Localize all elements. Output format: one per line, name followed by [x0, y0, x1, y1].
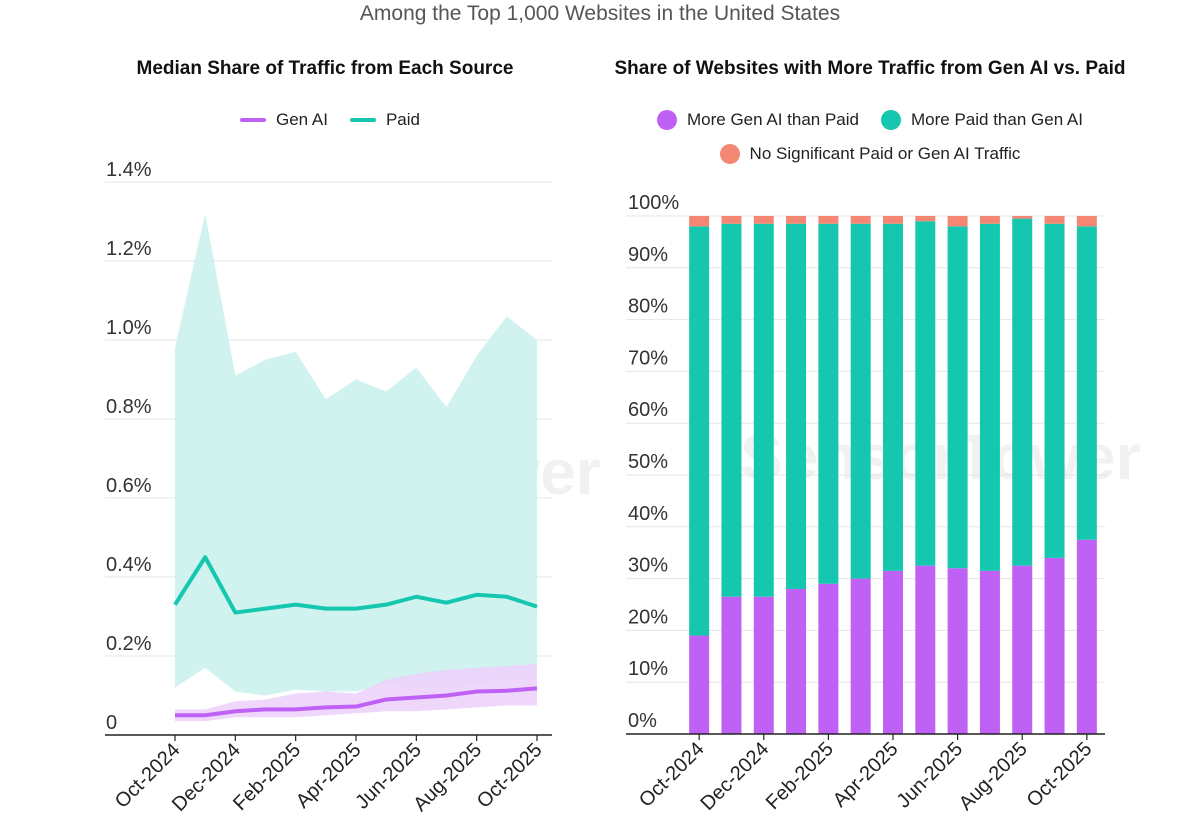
bar-segment-more-gen-ai: [883, 570, 903, 734]
bar-segment-more-gen-ai: [818, 583, 839, 734]
legend-item-gen-ai: Gen AI: [239, 110, 328, 130]
x-tick-label: Dec-2024: [696, 738, 773, 815]
y-tick-label: 0.8%: [106, 396, 152, 418]
bar-segment-more-paid: [850, 223, 871, 579]
legend-item-no-significant: No Significant Paid or Gen AI Traffic: [719, 144, 1021, 164]
bar-segment-no-significant: [915, 216, 936, 222]
more-paid-swatch: [881, 110, 901, 130]
x-tick-label: Oct-2025: [1023, 738, 1097, 812]
bar-segment-no-significant: [689, 216, 710, 227]
x-tick-label: Aug-2025: [955, 738, 1032, 815]
bar-segment-more-gen-ai: [850, 578, 871, 734]
gen-ai-swatch: [239, 118, 266, 122]
legend-label-more-paid: More Paid than Gen AI: [911, 110, 1083, 129]
legend-label-more-gen-ai: More Gen AI than Paid: [687, 110, 859, 129]
line-chart-title: Median Share of Traffic from Each Source: [136, 58, 514, 79]
bar-segment-more-paid: [689, 226, 710, 636]
bar-segment-more-gen-ai: [979, 570, 1000, 734]
bar-segment-no-significant: [850, 216, 871, 224]
y-tick-label: 30%: [628, 555, 668, 577]
bar-segment-more-paid: [1044, 223, 1065, 558]
legend-label-gen-ai: Gen AI: [275, 110, 328, 129]
bar-segment-no-significant: [818, 216, 839, 224]
bar-segment-more-gen-ai: [721, 596, 742, 734]
line-chart-legend: Gen AI Paid: [130, 110, 530, 130]
y-tick-label: 10%: [628, 658, 668, 680]
y-tick-label: 0.4%: [106, 554, 152, 576]
bar-chart-legend: More Gen AI than Paid More Paid than Gen…: [620, 110, 1120, 130]
y-tick-label: 50%: [628, 451, 668, 473]
bar-segment-more-paid: [818, 223, 839, 584]
legend-item-more-paid: More Paid than Gen AI: [881, 110, 1083, 130]
paid-swatch: [349, 118, 376, 122]
bar-segment-more-paid: [721, 223, 742, 597]
page-subtitle: Among the Top 1,000 Websites in the Unit…: [359, 2, 841, 25]
bar-chart-legend-row2: No Significant Paid or Gen AI Traffic: [620, 144, 1120, 164]
legend-item-paid: Paid: [349, 110, 420, 130]
bar-segment-no-significant: [1012, 216, 1033, 219]
bar-chart: 0% 10% 20% 30% 40% 50% 60% 70% 80% 90% 100% Oct-202…: [626, 192, 1105, 815]
bar-chart-title: Share of Websites with More Traffic from…: [614, 58, 1126, 79]
bar-segment-more-gen-ai: [947, 568, 968, 734]
bar-segment-no-significant: [883, 216, 903, 224]
line-chart: 00.2%0.4%0.6%0.8%1.0%1.2%1.4%Oct-2024Dec…: [105, 159, 552, 816]
more-gen-ai-swatch: [657, 110, 677, 130]
y-tick-label: 1.0%: [106, 317, 152, 339]
bar-segment-more-gen-ai: [1012, 565, 1033, 734]
bar-segment-more-paid: [1076, 226, 1097, 540]
bar-segment-more-gen-ai: [753, 596, 774, 734]
x-tick-label: Oct-2025: [473, 739, 547, 813]
bar-segment-no-significant: [1076, 216, 1097, 227]
y-tick-label: 0.2%: [106, 633, 152, 655]
y-tick-label: 0%: [628, 710, 657, 732]
y-tick-label: 20%: [628, 606, 668, 628]
bar-segment-more-gen-ai: [1044, 557, 1065, 734]
y-tick-label: 80%: [628, 296, 668, 318]
no-significant-swatch: [719, 144, 740, 164]
bar-segment-more-gen-ai: [915, 565, 936, 734]
bar-segment-more-paid: [979, 223, 1000, 571]
bar-segment-more-paid: [915, 221, 936, 566]
bar-segment-more-paid: [947, 226, 968, 569]
y-tick-label: 40%: [628, 503, 668, 525]
bar-segment-more-paid: [786, 223, 807, 589]
bar-segment-more-paid: [753, 223, 774, 597]
legend-label-no-significant: No Significant Paid or Gen AI Traffic: [749, 144, 1021, 163]
series-line-paid: [173, 555, 538, 615]
bar-segment-more-gen-ai: [786, 588, 807, 734]
y-tick-label: 90%: [628, 244, 668, 266]
y-tick-label: 70%: [628, 347, 668, 369]
legend-label-paid: Paid: [385, 110, 420, 129]
bar-segment-more-gen-ai: [1076, 539, 1097, 734]
y-tick-label: 1.2%: [106, 238, 152, 260]
paid-range-band: [175, 213, 537, 696]
bar-segment-no-significant: [753, 216, 774, 224]
bar-segment-no-significant: [786, 216, 807, 224]
legend-item-more-gen-ai: More Gen AI than Paid: [657, 110, 859, 130]
y-tick-label: 100%: [628, 192, 679, 214]
x-tick-label: Feb-2025: [762, 738, 838, 814]
bar-segment-more-paid: [1012, 218, 1033, 566]
y-tick-label: 0: [106, 712, 117, 734]
series-line-gen-ai: [175, 686, 538, 718]
y-tick-label: 1.4%: [106, 159, 152, 181]
y-tick-label: 0.6%: [106, 475, 152, 497]
gen-ai-range-band: [175, 663, 537, 722]
bar-segment-more-paid: [883, 223, 903, 571]
bar-segment-no-significant: [1044, 216, 1065, 224]
bar-segment-more-gen-ai: [689, 635, 710, 734]
bar-segment-no-significant: [721, 216, 742, 224]
bar-segment-no-significant: [947, 216, 968, 227]
bar-segment-no-significant: [979, 216, 1000, 224]
y-tick-label: 60%: [628, 399, 668, 421]
x-tick-label: Apr-2025: [829, 738, 903, 812]
